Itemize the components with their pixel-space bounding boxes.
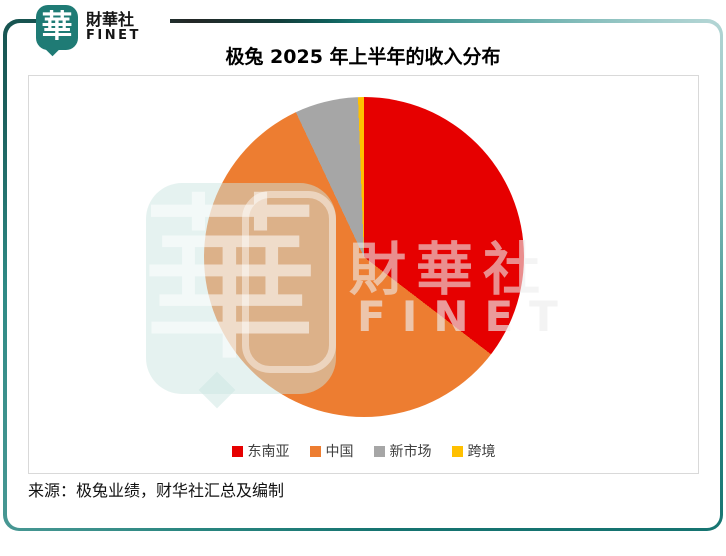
chart-title: 极兔 2025 年上半年的收入分布 xyxy=(225,46,501,68)
brand-name-en: FINET xyxy=(86,27,141,43)
finet-logo-icon: 華 xyxy=(36,4,78,56)
source-note: 来源：极兔业绩，财华社汇总及编制 xyxy=(28,481,285,500)
legend-item-2: 中国 xyxy=(309,441,354,461)
legend-swatch xyxy=(231,445,243,457)
legend-item-4: 跨境 xyxy=(451,441,496,461)
chart-legend: 东南亚 中国 新市场 跨境 xyxy=(29,441,698,461)
legend-swatch xyxy=(309,445,321,457)
brand-name-cn: 財華社 xyxy=(86,10,135,30)
brand-logo: 華 財華社 FINET xyxy=(36,0,170,56)
legend-swatch xyxy=(451,445,463,457)
legend-label: 中国 xyxy=(325,444,354,460)
watermark-logo-tail xyxy=(198,371,236,409)
legend-label: 东南亚 xyxy=(247,444,290,460)
brand-text: 財華社 FINET xyxy=(86,11,141,43)
chart-plot-area: 華 財華社 FINET 东南亚 中国 新市场 跨境 xyxy=(28,75,699,474)
legend-swatch xyxy=(373,445,385,457)
logo-glyph: 華 xyxy=(41,8,73,45)
legend-item-3: 新市场 xyxy=(373,441,432,461)
legend-label: 新市场 xyxy=(389,444,432,460)
pie-chart xyxy=(204,97,524,417)
legend-item-1: 东南亚 xyxy=(231,441,290,461)
legend-label: 跨境 xyxy=(467,444,496,460)
